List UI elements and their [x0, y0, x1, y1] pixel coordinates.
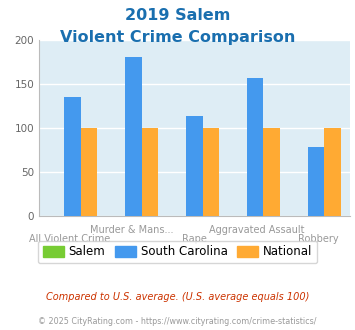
Bar: [81, 128, 97, 216]
Text: © 2025 CityRating.com - https://www.cityrating.com/crime-statistics/: © 2025 CityRating.com - https://www.city…: [38, 317, 317, 326]
Bar: [324, 128, 341, 216]
Text: Aggravated Assault: Aggravated Assault: [209, 225, 304, 235]
Text: Murder & Mans...: Murder & Mans...: [91, 225, 174, 235]
Text: Compared to U.S. average. (U.S. average equals 100): Compared to U.S. average. (U.S. average …: [46, 292, 309, 302]
Text: Rape: Rape: [182, 234, 207, 244]
Text: Robbery: Robbery: [298, 234, 339, 244]
Bar: [64, 97, 81, 216]
Text: 2019 Salem: 2019 Salem: [125, 8, 230, 23]
Bar: [263, 128, 280, 216]
Bar: [125, 57, 142, 216]
Bar: [308, 147, 324, 216]
Bar: [186, 116, 203, 216]
Text: All Violent Crime: All Violent Crime: [29, 234, 111, 244]
Bar: [203, 128, 219, 216]
Text: Violent Crime Comparison: Violent Crime Comparison: [60, 30, 295, 45]
Legend: Salem, South Carolina, National: Salem, South Carolina, National: [38, 241, 317, 263]
Bar: [142, 128, 158, 216]
Bar: [247, 78, 263, 216]
